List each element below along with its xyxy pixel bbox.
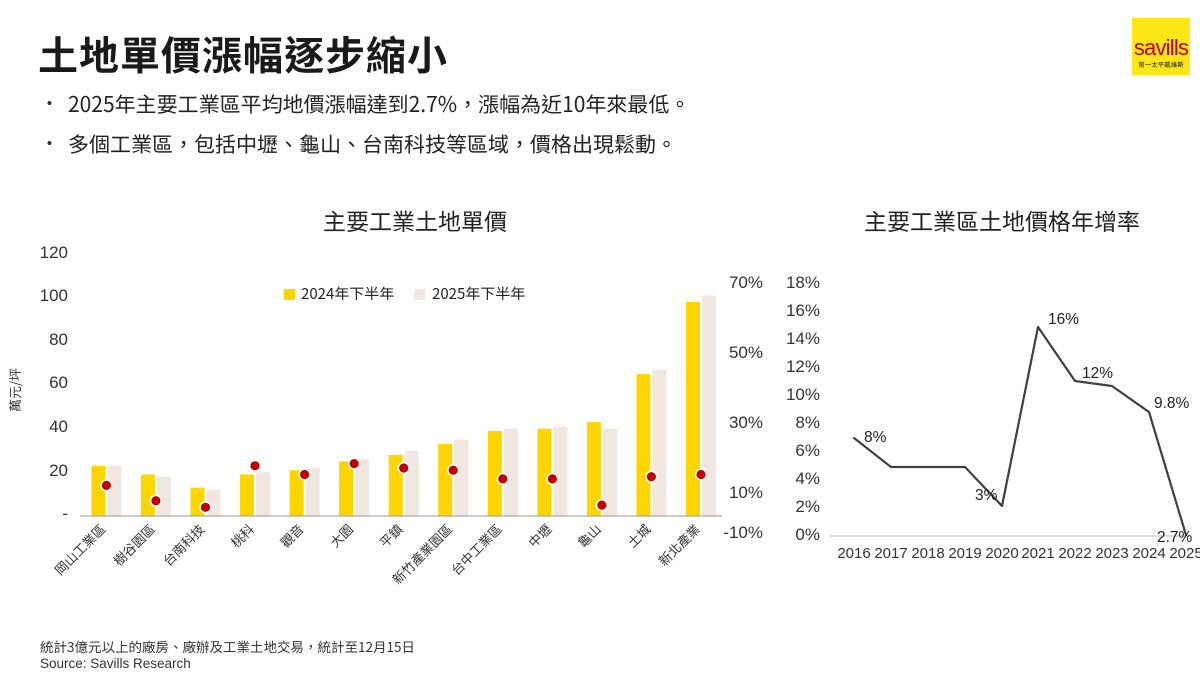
svg-text:2018: 2018 — [911, 545, 944, 562]
svg-text:2016: 2016 — [837, 545, 870, 562]
svg-text:12%: 12% — [1082, 365, 1113, 382]
svg-text:2023: 2023 — [1095, 545, 1128, 562]
svg-text:2.7%: 2.7% — [1157, 529, 1193, 546]
svg-text:4%: 4% — [795, 469, 820, 488]
svg-text:3%: 3% — [975, 487, 998, 504]
svg-text:台南科技: 台南科技 — [158, 519, 208, 569]
svg-text:萬元/坪: 萬元/坪 — [5, 368, 24, 412]
svg-text:18%: 18% — [786, 273, 820, 292]
svg-text:0%: 0% — [795, 525, 820, 544]
svg-text:土城: 土城 — [622, 519, 654, 551]
svg-text:中壢: 中壢 — [523, 519, 555, 551]
svg-text:8%: 8% — [795, 413, 820, 432]
svg-text:2022: 2022 — [1058, 545, 1091, 562]
svg-text:12%: 12% — [786, 357, 820, 376]
svg-text:-10%: -10% — [723, 523, 763, 542]
svg-text:2025: 2025 — [1169, 545, 1200, 562]
svg-text:2024: 2024 — [1132, 545, 1165, 562]
svg-text:100: 100 — [40, 286, 68, 305]
svg-text:50%: 50% — [729, 343, 763, 362]
svg-text:龜山: 龜山 — [573, 519, 605, 551]
svg-text:16%: 16% — [786, 301, 820, 320]
svg-text:120: 120 — [40, 243, 68, 262]
svg-text:70%: 70% — [729, 273, 763, 292]
svg-text:10%: 10% — [786, 385, 820, 404]
svg-text:2%: 2% — [795, 497, 820, 516]
svg-text:台中工業區: 台中工業區 — [446, 519, 505, 578]
svg-text:14%: 14% — [786, 329, 820, 348]
svg-text:8%: 8% — [864, 429, 887, 446]
svg-text:2025年下半年: 2025年下半年 — [432, 283, 525, 304]
svg-text:16%: 16% — [1048, 311, 1079, 328]
svg-text:2019: 2019 — [948, 545, 981, 562]
svg-text:30%: 30% — [729, 413, 763, 432]
svg-text:岡山工業區: 岡山工業區 — [50, 519, 109, 578]
svg-text:2020: 2020 — [985, 545, 1018, 562]
svg-text:9.8%: 9.8% — [1154, 395, 1190, 412]
svg-text:10%: 10% — [729, 483, 763, 502]
svg-text:桃科: 桃科 — [226, 519, 258, 551]
svg-text:樹谷園區: 樹谷園區 — [109, 519, 159, 569]
svg-text:6%: 6% — [795, 441, 820, 460]
svg-text:大園: 大園 — [325, 519, 357, 551]
svg-text:60: 60 — [49, 373, 68, 392]
svg-text:2024年下半年: 2024年下半年 — [301, 283, 394, 304]
svg-text:-: - — [62, 504, 68, 523]
svg-text:2017: 2017 — [874, 545, 907, 562]
svg-text:20: 20 — [49, 461, 68, 480]
svg-text:觀音: 觀音 — [276, 519, 308, 551]
svg-text:新北產業: 新北產業 — [654, 519, 704, 569]
svg-text:80: 80 — [49, 330, 68, 349]
svg-text:2021: 2021 — [1021, 545, 1054, 562]
svg-text:40: 40 — [49, 417, 68, 436]
svg-text:平鎮: 平鎮 — [375, 519, 407, 551]
